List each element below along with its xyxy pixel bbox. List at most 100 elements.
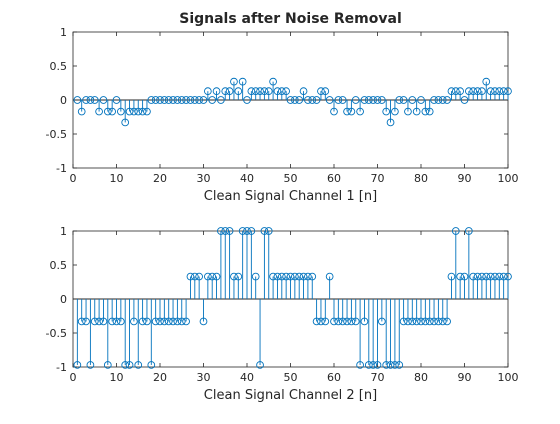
stem-marker	[256, 361, 264, 369]
stem-marker	[347, 107, 356, 116]
stem-marker	[460, 272, 469, 281]
stem-marker	[451, 87, 460, 96]
stem-marker	[321, 317, 330, 326]
stem-marker	[317, 317, 325, 326]
stem-marker	[347, 317, 356, 326]
x-tick-label: 50	[284, 371, 298, 384]
stem-marker	[325, 272, 334, 281]
stem-marker	[199, 317, 208, 326]
stem-marker	[230, 272, 238, 281]
stem-marker	[495, 87, 504, 96]
stem-marker	[186, 96, 195, 104]
stem-marker	[251, 272, 260, 281]
stem-marker	[230, 77, 238, 86]
stem-marker	[391, 361, 399, 369]
stem-marker	[234, 87, 243, 96]
stem-marker	[108, 107, 117, 116]
stem-marker	[138, 107, 147, 116]
x-axis-label: Clean Signal Channel 2 [n]	[204, 388, 377, 403]
stem-marker	[195, 96, 204, 104]
x-tick-label: 60	[327, 371, 341, 384]
stem-marker	[147, 96, 156, 104]
stem-marker	[334, 96, 343, 104]
stem-marker	[308, 96, 317, 104]
stem-marker	[86, 361, 95, 369]
stem-marker	[486, 272, 495, 281]
stem-marker	[504, 272, 512, 281]
y-tick-label: -0.5	[46, 327, 67, 340]
stem-marker	[282, 272, 291, 281]
x-axis-label: Clean Signal Channel 1 [n]	[204, 189, 377, 204]
stem-marker	[212, 87, 221, 96]
stem-marker	[399, 317, 408, 326]
stem-marker	[99, 317, 108, 326]
stem-marker	[304, 272, 312, 281]
stem-marker	[95, 317, 103, 326]
stem-marker	[112, 96, 121, 104]
stem-marker	[82, 317, 90, 326]
x-tick-label: 90	[458, 172, 472, 185]
stem-marker	[103, 361, 112, 369]
stem-marker	[430, 96, 438, 104]
x-tick-label: 40	[240, 371, 254, 384]
stem-marker	[469, 87, 478, 96]
stem-marker	[478, 272, 486, 281]
stem-marker	[177, 96, 186, 104]
stem-marker	[308, 272, 317, 281]
stem-marker	[404, 107, 412, 116]
stem-marker	[343, 107, 351, 116]
stem-marker	[417, 96, 425, 104]
y-tick-label: 1	[60, 26, 67, 39]
stem-marker	[199, 96, 208, 104]
stem-marker	[243, 227, 251, 235]
stem-marker	[491, 87, 499, 96]
stem-marker	[482, 272, 491, 281]
x-tick-label: 0	[70, 172, 77, 185]
stem-marker	[73, 96, 82, 104]
stem-marker	[90, 317, 99, 326]
stem-marker	[434, 96, 443, 104]
stem-marker	[443, 96, 451, 104]
stem-marker	[169, 317, 177, 326]
stem-marker	[430, 317, 438, 326]
stem-marker	[395, 96, 404, 104]
stem-marker	[269, 272, 277, 281]
stem-marker	[286, 96, 295, 104]
stem-marker	[212, 272, 221, 281]
stem-marker	[260, 87, 269, 96]
stem-marker	[277, 87, 286, 96]
stem-marker	[225, 227, 234, 235]
stem-marker	[486, 87, 495, 96]
stem-marker	[208, 272, 217, 281]
stem-marker	[504, 87, 512, 96]
stem-marker	[116, 317, 125, 326]
stem-marker	[330, 107, 338, 116]
stem-marker	[143, 107, 151, 116]
stem-marker	[299, 272, 308, 281]
stem-marker	[160, 317, 169, 326]
stem-marker	[338, 317, 347, 326]
stem-marker	[356, 361, 364, 369]
stem-marker	[360, 317, 369, 326]
y-tick-label: -0.5	[46, 128, 67, 141]
stem-marker	[465, 227, 473, 235]
x-tick-label: 80	[414, 172, 428, 185]
stem-marker	[312, 317, 321, 326]
stem-marker	[447, 272, 456, 281]
y-tick-label: -1	[56, 162, 67, 175]
stem-marker	[299, 87, 308, 96]
stem-marker	[334, 317, 343, 326]
x-tick-label: 30	[197, 172, 211, 185]
stem-marker	[425, 317, 434, 326]
stem-marker	[247, 87, 256, 96]
stem-marker	[151, 317, 160, 326]
stem-marker	[247, 227, 256, 235]
stem-marker	[182, 317, 190, 326]
stem-marker	[469, 272, 478, 281]
stem-marker	[482, 77, 491, 86]
stem-marker	[243, 96, 251, 104]
stem-marker	[443, 317, 451, 326]
stem-marker	[130, 317, 138, 326]
stem-marker	[304, 96, 312, 104]
stem-marker	[73, 361, 82, 369]
